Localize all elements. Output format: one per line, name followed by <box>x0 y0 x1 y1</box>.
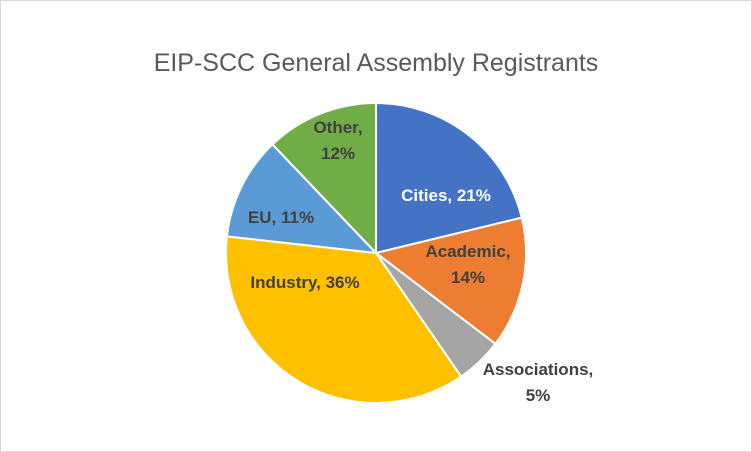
slice-label-other: Other, 12% <box>313 118 362 163</box>
slice-label-cities: Cities, 21% <box>401 186 491 205</box>
pie-slice-eu <box>225 143 379 255</box>
pie-slice-cities <box>375 101 523 255</box>
pie-slice-academic <box>373 216 527 346</box>
slice-label-academic: Academic, 14% <box>425 242 510 287</box>
chart-title: EIP-SCC General Assembly Registrants <box>153 49 599 77</box>
pie-slice-other <box>271 101 377 256</box>
slice-label-eu: EU, 11% <box>248 208 314 227</box>
slice-label-associations: Associations, 5% <box>483 360 594 405</box>
slice-label-industry: Industry, 36% <box>250 273 359 292</box>
pie-slice-industry <box>225 235 463 404</box>
